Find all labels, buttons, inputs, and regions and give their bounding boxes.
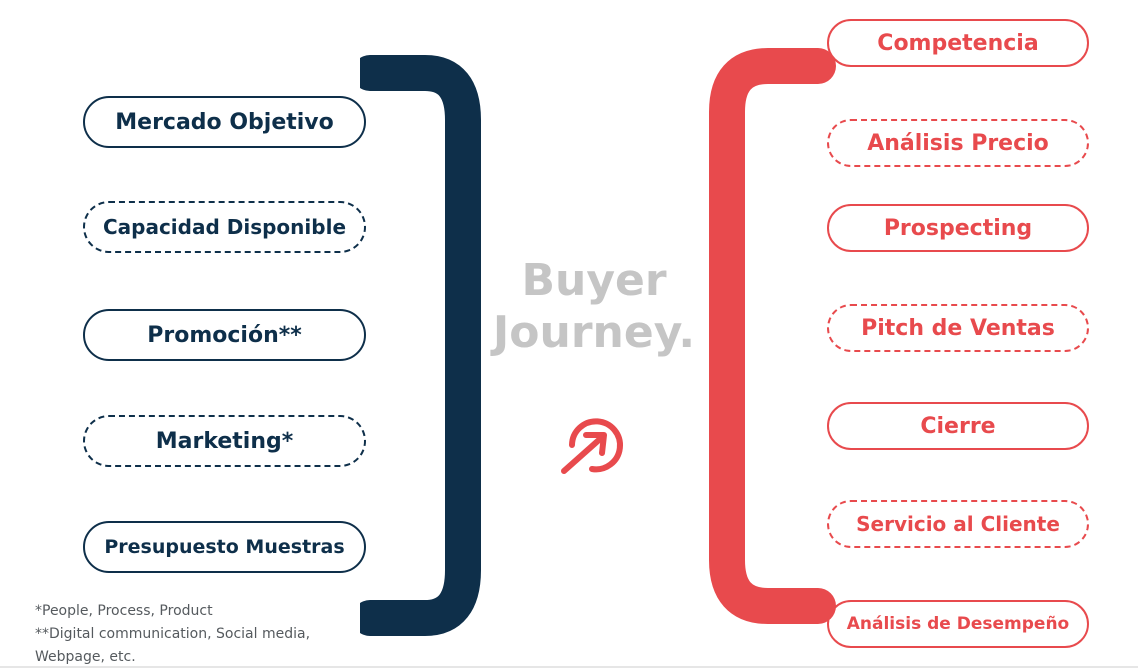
pill-presupuesto-muestras[interactable]: Presupuesto Muestras [83, 521, 366, 573]
pill-analisis-de-desempeno[interactable]: Análisis de Desempeño [827, 600, 1089, 648]
pill-capacidad-disponible[interactable]: Capacidad Disponible [83, 201, 366, 253]
footnote-2: **Digital communication, Social media, [35, 626, 311, 642]
pill-competencia[interactable]: Competencia [827, 19, 1089, 67]
cliente-bracket [360, 55, 481, 636]
pill-prospecting[interactable]: Prospecting [827, 204, 1089, 252]
pill-pitch-de-ventas[interactable]: Pitch de Ventas [827, 304, 1089, 352]
buyer-journey-title: Buyer Journey. [488, 255, 700, 359]
maquiavelo-label: MAQUIAVELO [763, 135, 817, 557]
title-line-1: Buyer [521, 255, 667, 306]
bottom-divider [0, 666, 1138, 668]
pill-promocion[interactable]: Promoción** [83, 309, 366, 361]
maquiavelo-bracket [709, 48, 836, 624]
pill-marketing[interactable]: Marketing* [83, 415, 366, 467]
target-arrow-icon [561, 418, 623, 474]
cliente-label: CLIENTE [388, 184, 442, 467]
title-line-2: Journey. [492, 307, 696, 358]
footnotes: *People, Process, Product **Digital comm… [35, 600, 310, 669]
pill-analisis-precio[interactable]: Análisis Precio [827, 119, 1089, 167]
pill-cierre[interactable]: Cierre [827, 402, 1089, 450]
footnote-1: *People, Process, Product [35, 603, 213, 619]
pill-mercado-objetivo[interactable]: Mercado Objetivo [83, 96, 366, 148]
footnote-3: Webpage, etc. [35, 649, 136, 665]
pill-servicio-al-cliente[interactable]: Servicio al Cliente [827, 500, 1089, 548]
